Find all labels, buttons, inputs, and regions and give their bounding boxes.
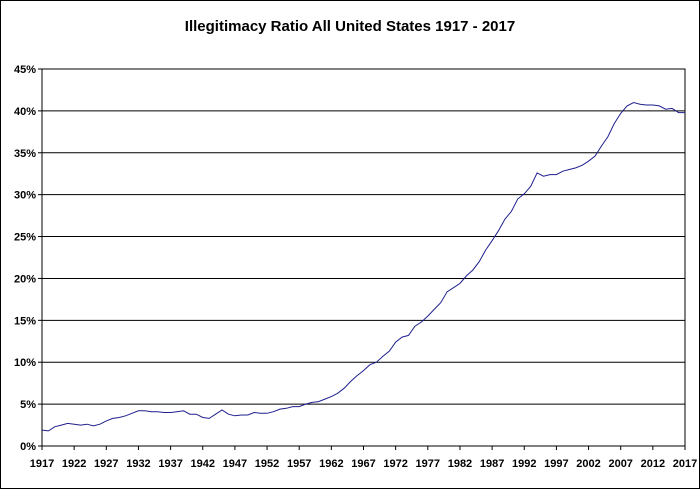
x-tick-label: 1937 (158, 458, 182, 470)
x-tick-label: 1997 (544, 458, 568, 470)
x-tick-label: 1917 (30, 458, 54, 470)
x-tick-label: 1987 (480, 458, 504, 470)
series-group (41, 101, 685, 432)
y-tick-label: 35% (14, 148, 36, 160)
axes (38, 68, 686, 450)
y-tick-label: 20% (14, 273, 36, 285)
chart-title: Illegitimacy Ratio All United States 191… (184, 18, 516, 35)
x-tick-label: 2012 (641, 458, 665, 470)
y-tick-label: 45% (14, 64, 36, 76)
y-tick-label: 30% (14, 190, 36, 202)
x-tick-label: 1957 (287, 458, 311, 470)
x-tick-label: 1922 (62, 458, 86, 470)
x-tick-label: 1927 (94, 458, 118, 470)
y-axis-ticks: 0% 5% 10% 15% 20% 25% 30% 35% 40% 45% (14, 64, 36, 453)
x-tick-label: 2007 (608, 458, 632, 470)
x-tick-label: 1972 (383, 458, 407, 470)
x-tick-label: 1992 (512, 458, 536, 470)
y-tick-label: 40% (14, 106, 36, 118)
x-tick-label: 1932 (126, 458, 150, 470)
y-tick-label: 10% (14, 357, 36, 369)
x-tick-label: 1952 (255, 458, 279, 470)
x-tick-label: 2002 (576, 458, 600, 470)
x-axis-ticks: 1917 1922 1927 1932 1937 1942 1947 1952 1957 1962… (30, 458, 697, 470)
x-tick-label: 1982 (448, 458, 472, 470)
y-tick-label: 25% (14, 232, 36, 244)
plot-area (41, 68, 686, 447)
x-tick-label: 1977 (416, 458, 440, 470)
y-tick-label: 0% (20, 441, 36, 453)
y-tick-label: 15% (14, 315, 36, 327)
x-tick-label: 1967 (351, 458, 375, 470)
y-tick-label: 5% (20, 399, 36, 411)
x-tick-label: 2017 (673, 458, 697, 470)
series-line (41, 101, 685, 432)
gridlines (42, 68, 685, 447)
x-tick-label: 1947 (223, 458, 247, 470)
x-tick-label: 1962 (319, 458, 343, 470)
x-tick-label: 1942 (191, 458, 215, 470)
